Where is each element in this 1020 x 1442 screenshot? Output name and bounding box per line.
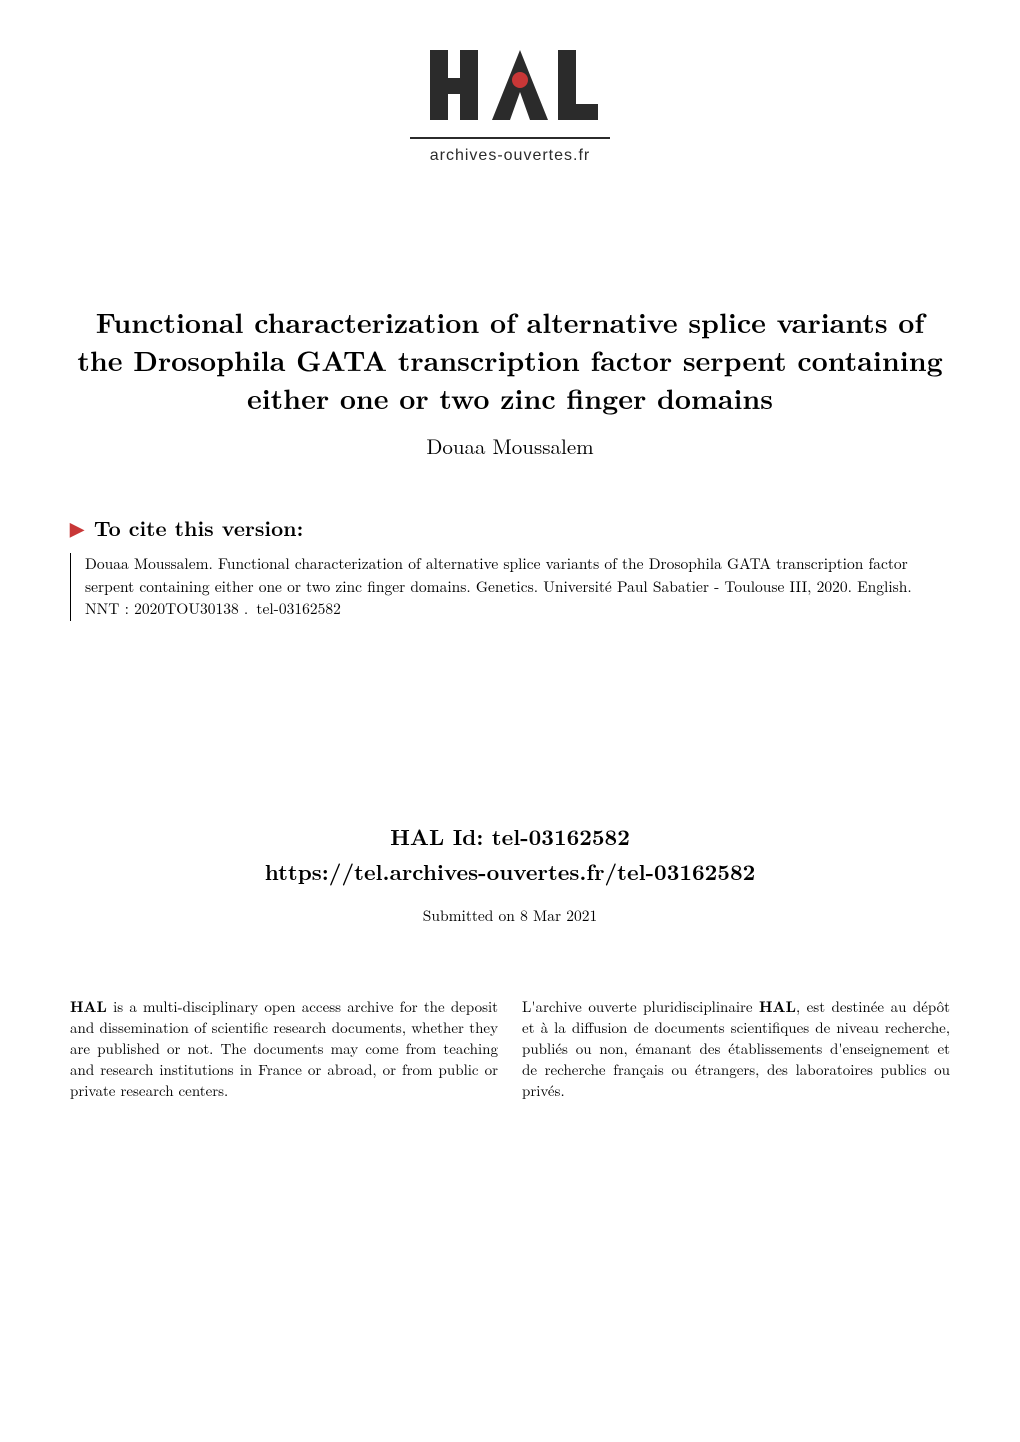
right-column: L'archive ouverte pluridisciplinaire HAL… [522, 996, 950, 1101]
hal-url: https://tel.archives-ouvertes.fr/tel-031… [0, 856, 1020, 887]
title-block: Functional characterization of alternati… [0, 304, 1020, 461]
right-col-bold: HAL [759, 996, 796, 1017]
left-col-text: is a multi-disciplinary open access arch… [70, 996, 498, 1101]
left-col-bold: HAL [70, 996, 107, 1017]
submitted-date: Submitted on 8 Mar 2021 [0, 905, 1020, 926]
cite-header: ▶ To cite this version: [70, 513, 950, 543]
right-col-prefix: L'archive ouverte pluridisciplinaire [522, 996, 759, 1017]
paper-title: Functional characterization of alternati… [70, 304, 950, 417]
hal-logo-container: archives-ouvertes.fr [0, 0, 1020, 174]
hal-logo: archives-ouvertes.fr [400, 44, 620, 174]
description-columns: HAL is a multi-disciplinary open access … [70, 996, 950, 1101]
hal-id-block: HAL Id: tel-03162582 https://tel.archive… [0, 821, 1020, 887]
author-name: Douaa Moussalem [70, 431, 950, 461]
cite-section: ▶ To cite this version: Douaa Moussalem.… [70, 513, 950, 620]
cite-header-text: To cite this version: [94, 513, 303, 543]
left-column: HAL is a multi-disciplinary open access … [70, 996, 498, 1101]
cite-body: Douaa Moussalem. Functional characteriza… [70, 553, 950, 620]
hal-id: HAL Id: tel-03162582 [0, 821, 1020, 852]
triangle-right-icon: ▶ [70, 516, 84, 541]
svg-text:archives-ouvertes.fr: archives-ouvertes.fr [430, 147, 591, 164]
